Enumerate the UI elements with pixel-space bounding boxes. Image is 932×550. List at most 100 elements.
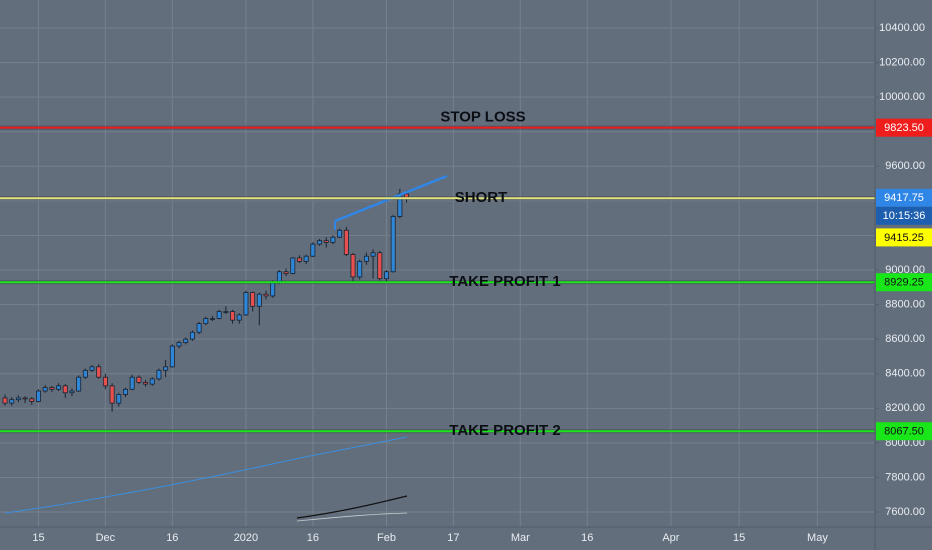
candle-body [310,243,316,257]
x-tick-label: 16 [166,532,178,544]
y-tick-label: 8400.00 [885,368,925,380]
candle-body [149,378,155,385]
candle-body [290,257,296,274]
x-tick-label: Mar [511,532,530,544]
candle-body [196,323,202,333]
moving-average [4,436,408,514]
candle-body [96,366,102,378]
candle-body [250,292,256,307]
candle-body [203,318,209,325]
y-tick-label: 7600.00 [885,506,925,518]
levels: STOP LOSS SHORT TAKE PROFIT 1 TAKE PROFIT 2 [0,109,875,439]
candle-body [9,399,15,404]
candle-body [263,293,269,297]
y-tick-label: 7800.00 [885,471,925,483]
level-label: STOP LOSS [440,109,525,126]
candle-body [156,369,162,380]
grid [0,0,875,527]
candle-body [330,236,336,243]
candle-body [102,376,108,387]
candle-body [116,394,122,404]
candle-body [370,252,376,257]
x-tick-label: 15 [733,532,745,544]
level-label: TAKE PROFIT 2 [449,422,560,439]
axes: 7600.007800.008000.008200.008400.008600.… [32,22,932,544]
x-tick-label: 2020 [234,532,258,544]
candle-body [236,314,242,321]
level-label: TAKE PROFIT 1 [449,273,560,290]
candle-body [283,271,289,274]
candle-body [56,385,62,390]
level-price-label: 8067.50 [884,426,924,438]
last-price-label-box [876,188,932,207]
candle-body [42,387,48,392]
candle-body [230,311,236,321]
candle-body [69,390,75,394]
candle-body [129,376,135,390]
x-tick-label: May [807,532,828,544]
level-price-label-box [876,422,932,441]
x-tick-label: Dec [96,532,116,544]
candle-body [163,366,169,371]
x-tick-label: 16 [307,532,319,544]
y-tick-label: 10400.00 [879,22,925,34]
candle-body [337,229,343,238]
x-tick-label: 17 [447,532,459,544]
level-price-label: 9415.25 [884,232,924,244]
y-tick-label: 9600.00 [885,160,925,172]
level-price-label: 9823.50 [884,122,924,134]
candle-body [176,342,182,347]
candle-body [49,387,55,390]
candle-body [15,397,21,401]
candle-body [223,311,229,313]
candles [2,188,410,412]
candle-body [89,366,95,371]
candle-body [82,369,88,378]
candle-body [2,397,8,404]
candle-body [363,255,369,262]
countdown-box [876,206,932,225]
y-tick-label: 8800.00 [885,298,925,310]
candle-body [383,271,389,280]
countdown: 10:15:36 [883,210,926,222]
candle-body [243,292,249,316]
y-tick-label: 8600.00 [885,333,925,345]
y-tick-label: 9000.00 [885,264,925,276]
candle-body [169,345,175,368]
candle-body [323,240,329,243]
x-tick-label: 16 [581,532,593,544]
candle-body [36,390,41,402]
candle-body [109,385,115,404]
y-tick-label: 10200.00 [879,56,925,68]
level-price-label: 8929.25 [884,277,924,289]
candle-body [256,293,262,307]
candle-body [350,254,356,278]
y-tick-label: 10000.00 [879,91,925,103]
candle-body [317,240,323,245]
candle-body [303,255,309,262]
candle-body [123,388,128,395]
y-tick-label: 8200.00 [885,402,925,414]
last-price-label: 9417.75 [884,192,924,204]
candle-body [136,376,142,383]
moving-average-slow [296,495,408,519]
x-tick-label: 15 [32,532,44,544]
candle-body [390,216,396,273]
candle-body [29,398,35,402]
candle-body [62,385,68,394]
candle-body [183,338,189,344]
candle-body [343,229,349,255]
candle-body [189,331,195,340]
level-price-label-box [876,228,932,247]
candle-body [216,311,222,319]
level-label: SHORT [455,189,508,206]
x-tick-label: Feb [377,532,396,544]
candle-body [377,252,383,280]
level-price-label-box [876,273,932,292]
candle-body [357,260,363,278]
moving-average-faint [296,512,408,522]
candle-body [210,318,215,320]
candle-body [296,257,302,262]
